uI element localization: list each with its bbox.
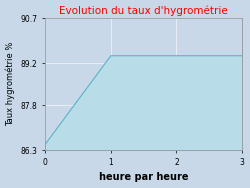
Title: Evolution du taux d'hygrométrie: Evolution du taux d'hygrométrie xyxy=(59,6,228,16)
Y-axis label: Taux hygrométrie %: Taux hygrométrie % xyxy=(6,42,15,126)
X-axis label: heure par heure: heure par heure xyxy=(99,172,188,182)
